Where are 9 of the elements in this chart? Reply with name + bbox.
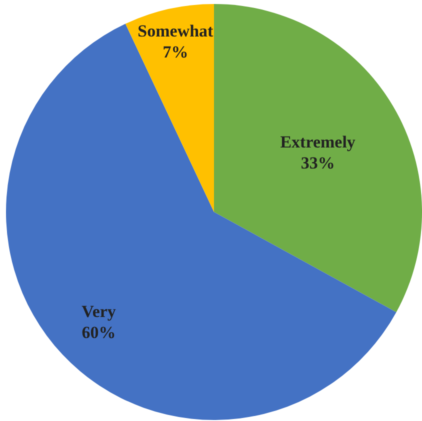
slice-label: Very [82,302,116,322]
data-label: 7% [162,42,188,62]
pie-slice [214,4,422,312]
pie-slice [125,4,214,212]
pie-slice [6,24,396,420]
slice-label: Somewhat [138,21,214,40]
slice-label: Extremely [280,132,356,152]
data-label: 33% [300,154,335,173]
data-label: 60% [82,323,116,342]
